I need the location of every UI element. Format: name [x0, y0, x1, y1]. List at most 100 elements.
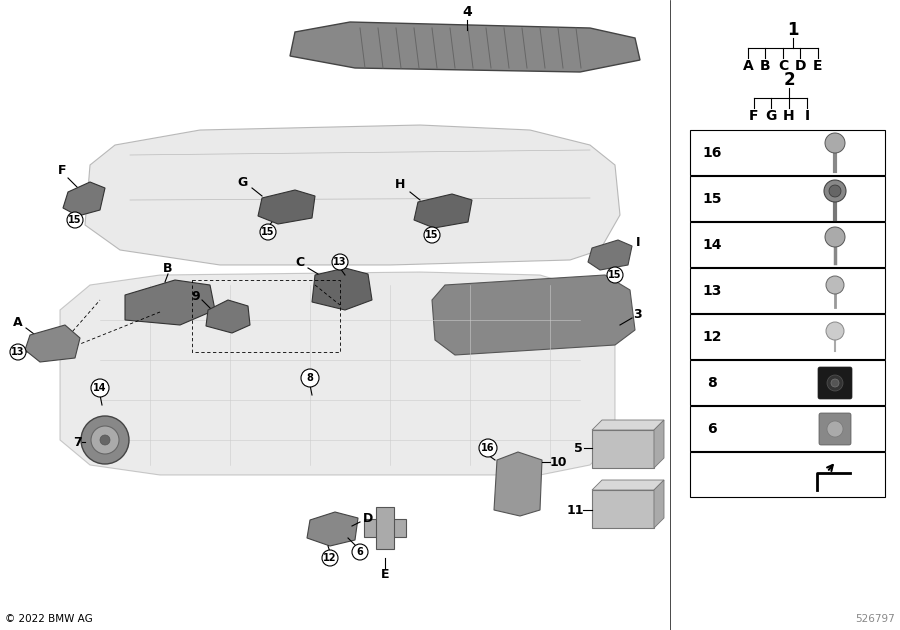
Polygon shape: [125, 280, 215, 325]
Text: 14: 14: [94, 383, 107, 393]
FancyBboxPatch shape: [592, 490, 654, 528]
Text: 526797: 526797: [855, 614, 895, 624]
Circle shape: [827, 375, 843, 391]
Polygon shape: [290, 22, 640, 72]
Text: 9: 9: [192, 290, 201, 302]
Polygon shape: [60, 272, 615, 475]
Polygon shape: [307, 512, 358, 546]
Text: 5: 5: [573, 442, 582, 454]
Polygon shape: [414, 194, 472, 228]
FancyBboxPatch shape: [690, 314, 885, 359]
Circle shape: [10, 344, 26, 360]
FancyBboxPatch shape: [690, 452, 885, 497]
Circle shape: [322, 550, 338, 566]
Polygon shape: [592, 420, 664, 430]
Text: 13: 13: [11, 347, 25, 357]
FancyBboxPatch shape: [376, 507, 394, 549]
Text: 15: 15: [68, 215, 82, 225]
Text: 14: 14: [702, 238, 722, 252]
FancyBboxPatch shape: [819, 413, 851, 445]
Polygon shape: [258, 190, 315, 224]
Text: © 2022 BMW AG: © 2022 BMW AG: [5, 614, 93, 624]
Text: 3: 3: [634, 309, 643, 321]
Text: 16: 16: [702, 146, 722, 160]
Circle shape: [829, 185, 841, 197]
FancyBboxPatch shape: [364, 519, 406, 537]
Text: D: D: [363, 512, 374, 525]
Text: 15: 15: [261, 227, 274, 237]
FancyBboxPatch shape: [592, 430, 654, 468]
Polygon shape: [654, 480, 664, 528]
Text: 8: 8: [707, 376, 717, 390]
Text: H: H: [395, 178, 405, 192]
Text: 8: 8: [307, 373, 313, 383]
Text: I: I: [805, 109, 810, 123]
FancyBboxPatch shape: [690, 360, 885, 405]
Circle shape: [332, 254, 348, 270]
Text: 6: 6: [356, 547, 364, 557]
Text: 15: 15: [702, 192, 722, 206]
Text: 13: 13: [702, 284, 722, 298]
Text: D: D: [794, 59, 806, 73]
FancyBboxPatch shape: [690, 406, 885, 451]
Polygon shape: [63, 182, 105, 216]
FancyBboxPatch shape: [818, 367, 852, 399]
FancyBboxPatch shape: [690, 130, 885, 175]
Bar: [192, 280, 340, 352]
Circle shape: [352, 544, 368, 560]
Text: B: B: [163, 261, 173, 275]
FancyBboxPatch shape: [690, 176, 885, 221]
Text: 12: 12: [323, 553, 337, 563]
Text: 11: 11: [566, 503, 584, 517]
Text: 7: 7: [74, 435, 83, 449]
Polygon shape: [312, 268, 372, 310]
Circle shape: [100, 435, 110, 445]
Circle shape: [824, 180, 846, 202]
Text: A: A: [742, 59, 753, 73]
Circle shape: [827, 421, 843, 437]
Text: E: E: [381, 568, 389, 580]
Text: E: E: [814, 59, 823, 73]
Polygon shape: [588, 240, 632, 270]
Text: 2: 2: [783, 71, 795, 89]
Text: 12: 12: [702, 330, 722, 344]
Polygon shape: [592, 480, 664, 490]
Text: G: G: [238, 176, 248, 188]
Circle shape: [825, 133, 845, 153]
Circle shape: [607, 267, 623, 283]
Polygon shape: [25, 325, 80, 362]
Polygon shape: [85, 125, 620, 265]
Polygon shape: [494, 452, 542, 516]
Text: G: G: [765, 109, 777, 123]
Text: 15: 15: [608, 270, 622, 280]
Polygon shape: [432, 275, 635, 355]
Circle shape: [91, 426, 119, 454]
Polygon shape: [206, 300, 250, 333]
Polygon shape: [654, 420, 664, 468]
Text: I: I: [635, 236, 640, 248]
Circle shape: [831, 379, 839, 387]
Text: 1: 1: [788, 21, 799, 39]
Circle shape: [826, 276, 844, 294]
Text: 13: 13: [333, 257, 346, 267]
Text: F: F: [58, 164, 67, 176]
Text: B: B: [760, 59, 770, 73]
Text: C: C: [295, 256, 304, 268]
Text: 4: 4: [462, 5, 472, 19]
Text: 6: 6: [707, 422, 716, 436]
Circle shape: [825, 227, 845, 247]
Circle shape: [826, 322, 844, 340]
Text: 16: 16: [482, 443, 495, 453]
Circle shape: [301, 369, 319, 387]
Circle shape: [260, 224, 276, 240]
Text: F: F: [749, 109, 759, 123]
Circle shape: [479, 439, 497, 457]
Text: C: C: [778, 59, 788, 73]
Circle shape: [67, 212, 83, 228]
Circle shape: [91, 379, 109, 397]
Text: H: H: [783, 109, 795, 123]
Circle shape: [424, 227, 440, 243]
Text: A: A: [14, 316, 22, 328]
FancyBboxPatch shape: [690, 222, 885, 267]
Text: 15: 15: [425, 230, 439, 240]
